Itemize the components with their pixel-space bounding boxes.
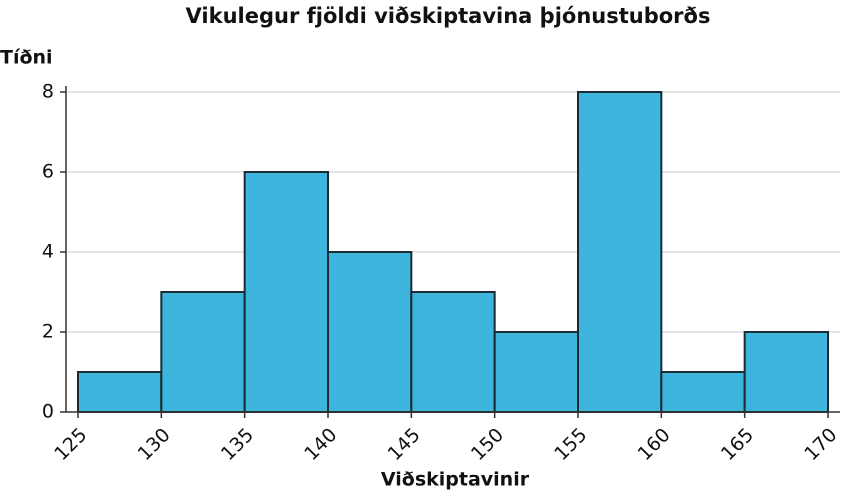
x-tick-label: 165 <box>717 424 758 465</box>
bar <box>327 251 413 413</box>
y-axis-label: Tíðni <box>0 47 53 69</box>
bar <box>77 371 163 413</box>
x-tick-label: 135 <box>217 424 258 465</box>
y-tick-label: 8 <box>42 81 54 103</box>
x-tick-label: 160 <box>634 424 675 465</box>
x-tick-label: 140 <box>300 424 341 465</box>
bar <box>660 371 746 413</box>
y-tick-label: 0 <box>42 401 54 423</box>
y-tick-label: 4 <box>42 241 54 263</box>
x-tick-label: 130 <box>134 424 175 465</box>
chart-title: Vikulegur fjöldi viðskiptavina þjónustub… <box>186 4 711 28</box>
x-tick-label: 170 <box>800 424 841 465</box>
bar <box>743 331 830 413</box>
x-axis-label: Viðskiptavinir <box>381 469 530 491</box>
x-tick-label: 155 <box>550 424 591 465</box>
x-tick-label: 145 <box>384 424 425 465</box>
bar <box>160 291 246 413</box>
y-tick-label: 6 <box>42 161 54 183</box>
bar <box>493 331 579 413</box>
bar <box>410 291 496 413</box>
y-tick-label: 2 <box>42 321 54 343</box>
bar <box>577 91 663 413</box>
bar <box>243 171 330 413</box>
x-tick-label: 150 <box>467 424 508 465</box>
x-tick-label: 125 <box>50 424 91 465</box>
